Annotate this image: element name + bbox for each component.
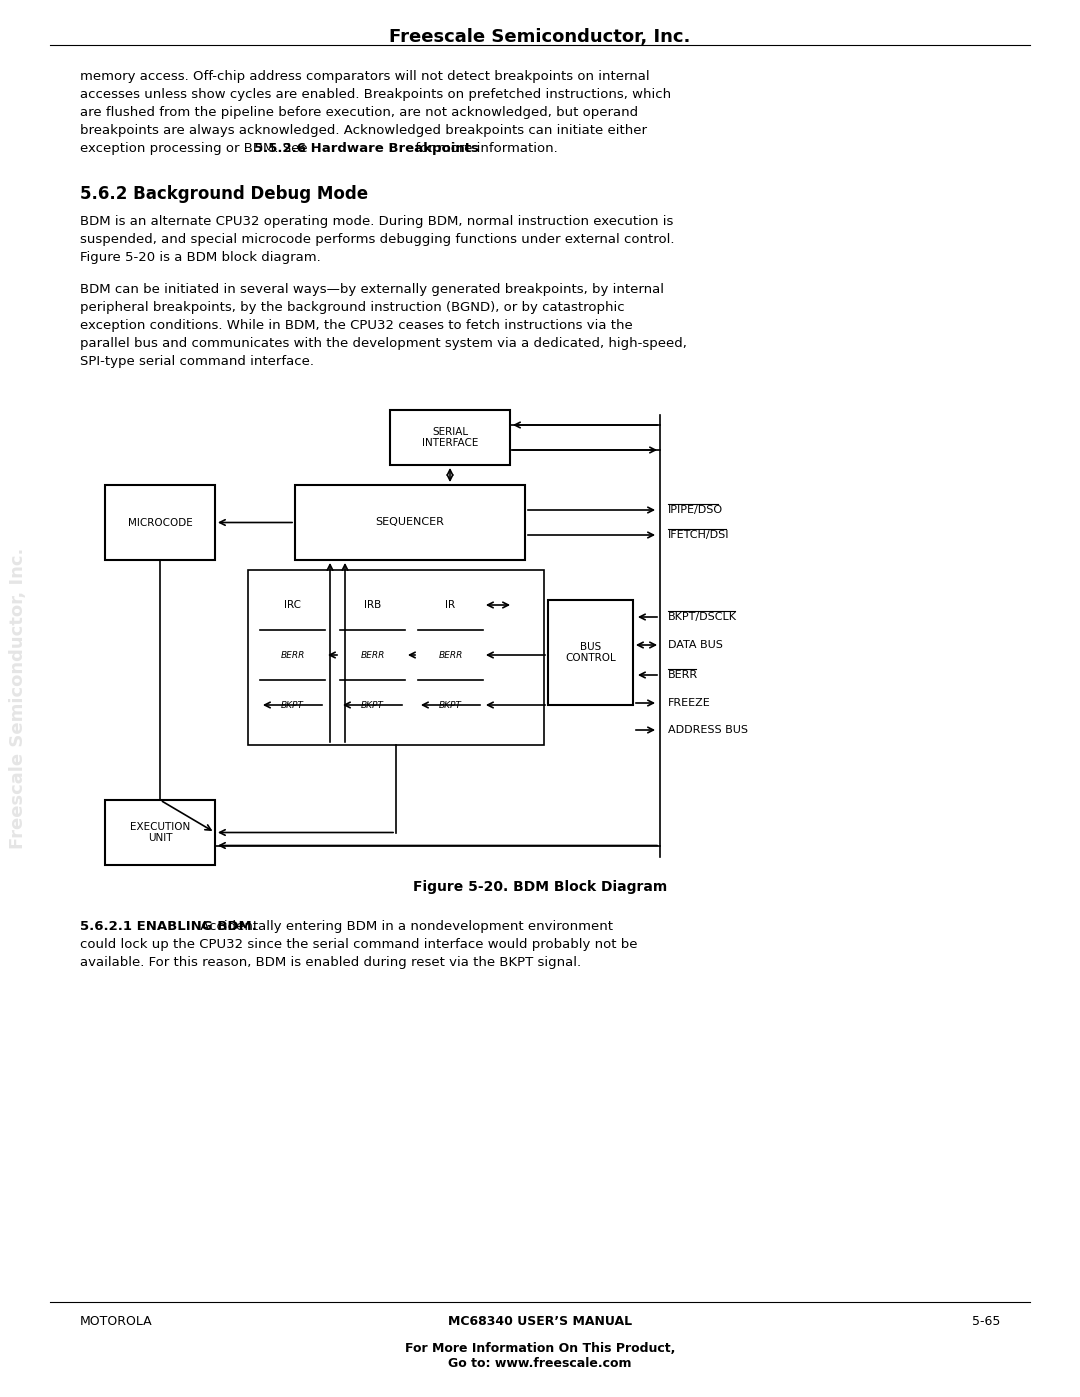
Text: for more information.: for more information. <box>411 142 557 155</box>
Bar <box>105 485 215 560</box>
Text: DATA BUS: DATA BUS <box>669 640 723 650</box>
Text: SERIAL
INTERFACE: SERIAL INTERFACE <box>422 426 478 448</box>
Text: FREEZE: FREEZE <box>669 698 711 708</box>
Text: BUS
CONTROL: BUS CONTROL <box>565 641 616 664</box>
Text: SPI-type serial command interface.: SPI-type serial command interface. <box>80 355 314 367</box>
Text: exception conditions. While in BDM, the CPU32 ceases to fetch instructions via t: exception conditions. While in BDM, the … <box>80 319 633 332</box>
Text: IRB: IRB <box>364 599 381 610</box>
Text: exception processing or BDM. See: exception processing or BDM. See <box>80 142 312 155</box>
Bar <box>260 580 325 731</box>
Text: For More Information On This Product,
Go to: www.freescale.com: For More Information On This Product, Go… <box>405 1343 675 1370</box>
Text: Accidentally entering BDM in a nondevelopment environment: Accidentally entering BDM in a nondevelo… <box>195 921 612 933</box>
Text: available. For this reason, BDM is enabled during reset via the BKPT signal.: available. For this reason, BDM is enabl… <box>80 956 581 970</box>
Text: BERR: BERR <box>281 651 305 659</box>
Text: 5-65: 5-65 <box>972 1315 1000 1329</box>
Text: 5.6.2 Background Debug Mode: 5.6.2 Background Debug Mode <box>80 184 368 203</box>
Text: BKPT: BKPT <box>281 700 303 710</box>
Text: Figure 5-20 is a BDM block diagram.: Figure 5-20 is a BDM block diagram. <box>80 251 321 264</box>
Text: MC68340 USER’S MANUAL: MC68340 USER’S MANUAL <box>448 1315 632 1329</box>
Text: SEQUENCER: SEQUENCER <box>376 517 445 528</box>
Text: BKPT/DSCLK: BKPT/DSCLK <box>669 612 737 622</box>
Text: BDM can be initiated in several ways—by externally generated breakpoints, by int: BDM can be initiated in several ways—by … <box>80 284 664 296</box>
Text: MOTOROLA: MOTOROLA <box>80 1315 152 1329</box>
Bar <box>340 580 405 731</box>
Text: Freescale Semiconductor, Inc.: Freescale Semiconductor, Inc. <box>9 548 27 849</box>
Text: are flushed from the pipeline before execution, are not acknowledged, but operan: are flushed from the pipeline before exe… <box>80 106 638 119</box>
Text: Figure 5-20. BDM Block Diagram: Figure 5-20. BDM Block Diagram <box>413 880 667 894</box>
Bar <box>105 800 215 865</box>
Text: BERR: BERR <box>669 671 698 680</box>
Text: memory access. Off-chip address comparators will not detect breakpoints on inter: memory access. Off-chip address comparat… <box>80 70 650 82</box>
Bar <box>248 570 544 745</box>
Text: IR: IR <box>445 599 456 610</box>
Text: BKPT: BKPT <box>440 700 462 710</box>
Text: IPIPE/DSO: IPIPE/DSO <box>669 504 724 515</box>
Text: BKPT: BKPT <box>361 700 383 710</box>
Text: Freescale Semiconductor, Inc.: Freescale Semiconductor, Inc. <box>389 28 691 46</box>
Bar <box>548 599 633 705</box>
Text: parallel bus and communicates with the development system via a dedicated, high-: parallel bus and communicates with the d… <box>80 337 687 351</box>
Text: could lock up the CPU32 since the serial command interface would probably not be: could lock up the CPU32 since the serial… <box>80 937 637 951</box>
Text: breakpoints are always acknowledged. Acknowledged breakpoints can initiate eithe: breakpoints are always acknowledged. Ack… <box>80 124 647 137</box>
Text: 5.5.2.6 Hardware Breakpoints: 5.5.2.6 Hardware Breakpoints <box>254 142 480 155</box>
Text: BDM is an alternate CPU32 operating mode. During BDM, normal instruction executi: BDM is an alternate CPU32 operating mode… <box>80 215 673 228</box>
Bar <box>295 485 525 560</box>
Text: MICROCODE: MICROCODE <box>127 517 192 528</box>
Text: BERR: BERR <box>361 651 384 659</box>
Text: suspended, and special microcode performs debugging functions under external con: suspended, and special microcode perform… <box>80 233 675 246</box>
Text: BERR: BERR <box>438 651 462 659</box>
Text: IFETCH/DSI: IFETCH/DSI <box>669 529 729 541</box>
Text: 5.6.2.1 ENABLING BDM.: 5.6.2.1 ENABLING BDM. <box>80 921 257 933</box>
Bar <box>418 580 483 731</box>
Text: EXECUTION
UNIT: EXECUTION UNIT <box>130 821 190 844</box>
Bar <box>390 409 510 465</box>
Text: accesses unless show cycles are enabled. Breakpoints on prefetched instructions,: accesses unless show cycles are enabled.… <box>80 88 671 101</box>
Text: IRC: IRC <box>284 599 301 610</box>
Text: peripheral breakpoints, by the background instruction (BGND), or by catastrophic: peripheral breakpoints, by the backgroun… <box>80 300 624 314</box>
Text: ADDRESS BUS: ADDRESS BUS <box>669 725 748 735</box>
